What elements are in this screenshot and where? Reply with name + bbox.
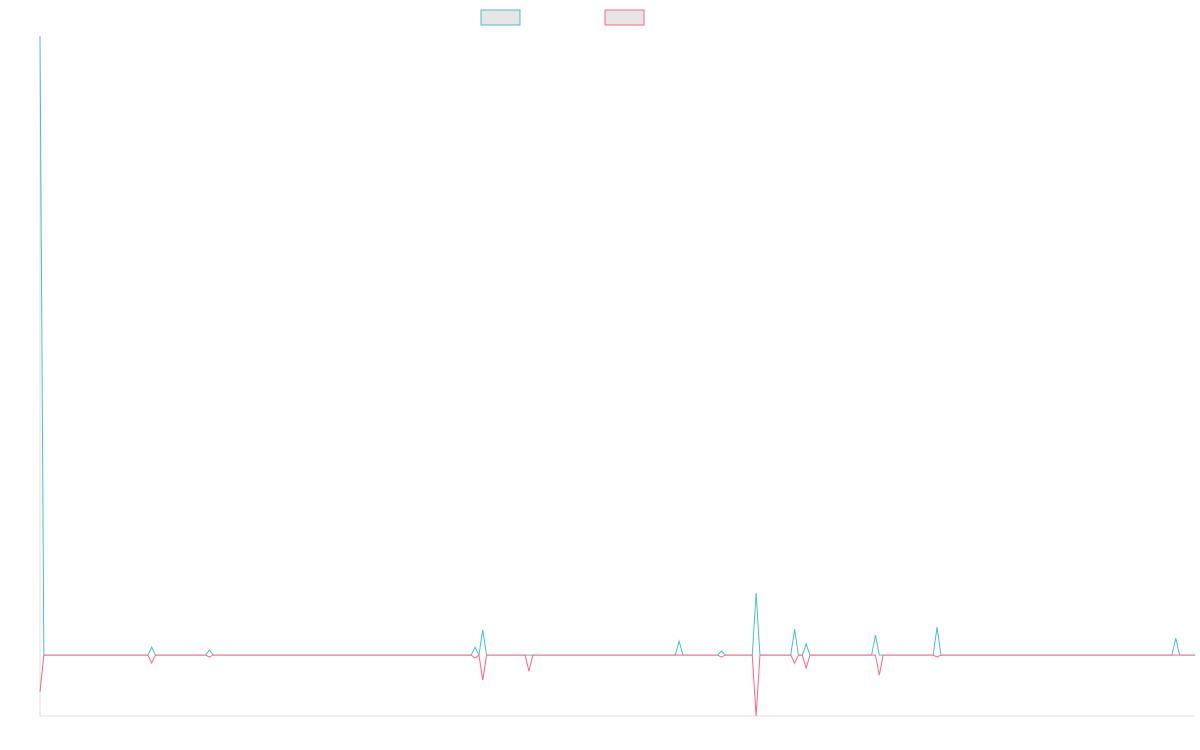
legend-swatch-1[interactable] <box>480 9 521 26</box>
series-line-1 <box>39 35 1195 657</box>
chart-legend <box>480 9 645 26</box>
chart-axes <box>39 36 1195 717</box>
series-line-2 <box>39 654 1195 717</box>
chart-series <box>39 35 1195 717</box>
legend-swatch-2[interactable] <box>604 9 645 26</box>
